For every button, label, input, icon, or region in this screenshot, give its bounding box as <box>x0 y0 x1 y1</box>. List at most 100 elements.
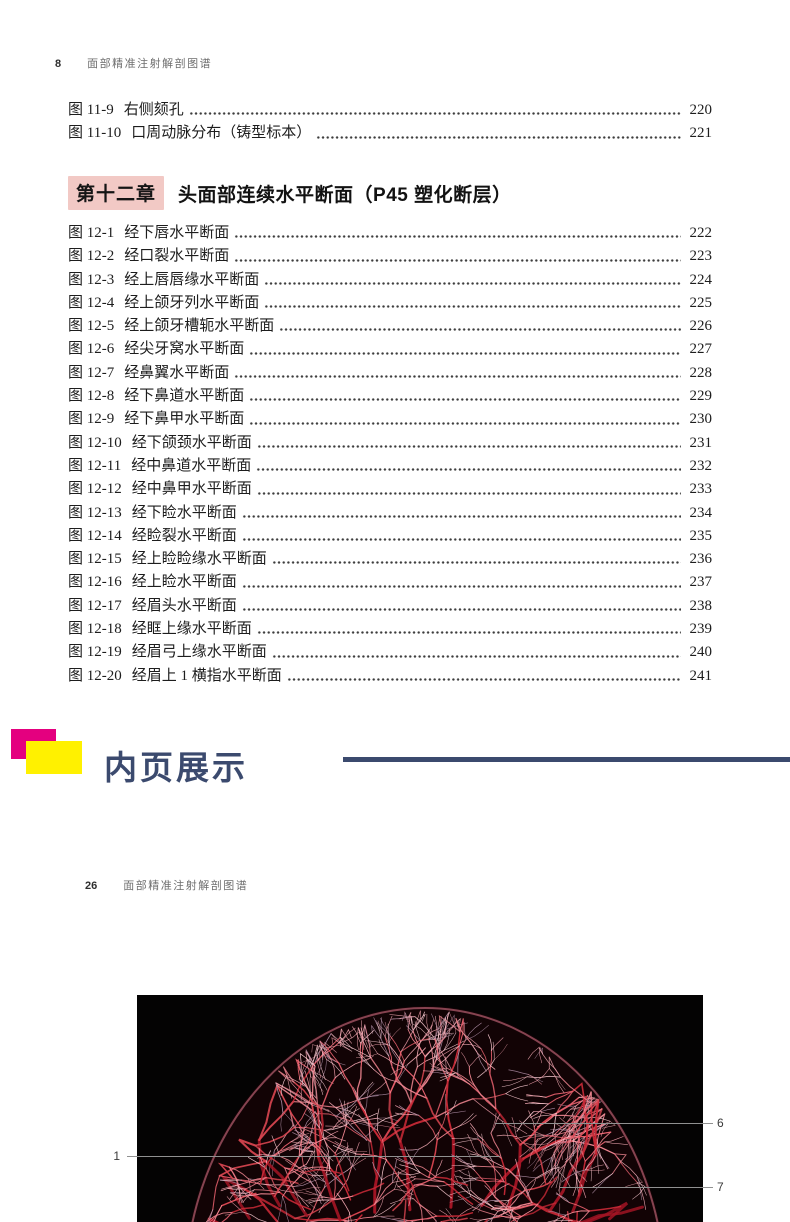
toc-entry: 图 12-10 经下颌颈水平断面 231 <box>68 431 712 454</box>
toc-entry: 图 12-20 经眉上 1 横指水平断面 241 <box>68 664 712 687</box>
toc-entry-title: 经下颌颈水平断面 <box>131 434 252 451</box>
toc-entry: 图 12-14 经睑裂水平断面 235 <box>68 524 712 547</box>
toc-entry: 图 12-4 经上颌牙列水平断面 225 <box>68 291 712 314</box>
toc-entry-figure-label: 图 12-16 <box>68 574 122 591</box>
toc-dot-leader <box>264 304 681 310</box>
toc-entry-title: 经眉弓上缘水平断面 <box>131 644 267 661</box>
toc-dot-leader <box>264 280 681 286</box>
toc-entry: 图 12-1 经下唇水平断面 222 <box>68 221 712 244</box>
toc-dot-leader <box>234 374 681 380</box>
toc-entry-figure-label: 图 12-3 <box>68 271 115 288</box>
toc-entry-title: 经眉上 1 横指水平断面 <box>131 667 282 684</box>
toc-entry-figure-label: 图 12-18 <box>68 621 122 638</box>
toc-entry-figure-label: 图 12-1 <box>68 225 115 241</box>
toc-entry: 图 12-6 经尖牙窝水平断面 227 <box>68 337 712 360</box>
toc-entry-figure-label: 图 12-12 <box>68 481 122 498</box>
toc-entry-figure-label: 图 12-8 <box>68 388 115 405</box>
toc-entry-title: 经中鼻甲水平断面 <box>131 481 252 498</box>
toc-entry-title: 经眉头水平断面 <box>131 597 237 614</box>
toc-entry: 图 11-10 口周动脉分布（铸型标本） 221 <box>68 121 712 144</box>
toc-entry-page-number: 232 <box>689 457 713 474</box>
toc-entry-title: 经上颌牙槽轭水平断面 <box>124 318 275 335</box>
toc-entry-figure-label: 图 12-14 <box>68 527 122 544</box>
toc-entry-figure-label: 图 12-19 <box>68 644 122 661</box>
toc-entry-figure-label: 图 12-7 <box>68 364 115 381</box>
toc-entry-figure-label: 图 12-6 <box>68 341 115 358</box>
toc-entry: 图 12-7 经鼻翼水平断面 228 <box>68 361 712 384</box>
toc-entry: 图 12-5 经上颌牙槽轭水平断面 226 <box>68 314 712 337</box>
vascular-cast-figure <box>137 995 703 1222</box>
toc-entry: 图 12-17 经眉头水平断面 238 <box>68 594 712 617</box>
yellow-square-decoration <box>26 741 82 774</box>
figure-label-number-1: 1 <box>113 1149 120 1163</box>
toc-entry-title: 经上颌牙列水平断面 <box>124 294 260 311</box>
toc-entry-page-number: 231 <box>689 434 713 451</box>
divider-rule <box>343 757 790 762</box>
toc-entry-title: 经下鼻道水平断面 <box>124 388 245 405</box>
preview-page-number: 26 <box>85 880 98 892</box>
book-title: 面部精准注射解剖图谱 <box>123 880 249 892</box>
toc-entry-title: 经下鼻甲水平断面 <box>124 411 245 428</box>
toc-entry-page-number: 222 <box>689 225 713 241</box>
toc-entry-figure-label: 图 12-20 <box>68 667 122 684</box>
toc-entry-page-number: 234 <box>689 504 713 521</box>
toc-chapter11-entries: 图 11-9 右侧颏孔 220 图 11-10 口周动脉分布（铸型标本） 221 <box>68 98 712 145</box>
toc-entry-page-number: 238 <box>689 597 713 614</box>
toc-dot-leader <box>271 653 681 659</box>
toc-dot-leader <box>249 397 681 403</box>
toc-entry-title: 经睑裂水平断面 <box>131 527 237 544</box>
section-divider-title: 内页展示 <box>104 749 248 786</box>
toc-entry-page-number: 229 <box>689 388 713 405</box>
toc-dot-leader <box>241 583 681 589</box>
chapter-title: 头面部连续水平断面（P45 塑化断层） <box>178 184 512 206</box>
toc-entry-page-number: 239 <box>689 621 713 638</box>
toc-dot-leader <box>241 607 681 613</box>
toc-dot-leader <box>316 134 681 140</box>
toc-dot-leader <box>279 327 681 333</box>
toc-entry-title: 经下唇水平断面 <box>124 225 230 241</box>
toc-entry-figure-label: 图 12-13 <box>68 504 122 521</box>
figure-label-line-7 <box>560 1187 713 1188</box>
toc-entry-page-number: 228 <box>689 364 713 381</box>
figure-label-line-1 <box>127 1156 500 1157</box>
toc-dot-leader <box>188 111 681 117</box>
toc-entry-title: 经上睑水平断面 <box>131 574 237 591</box>
figure-label-line-6 <box>495 1123 713 1124</box>
toc-entry-title: 经上睑睑缘水平断面 <box>131 551 267 568</box>
toc-entry-page-number: 235 <box>689 527 713 544</box>
toc-entry-title: 经鼻翼水平断面 <box>124 364 230 381</box>
toc-entry: 图 12-3 经上唇唇缘水平断面 224 <box>68 268 712 291</box>
toc-chapter12-entries: 图 12-1 经下唇水平断面 222 图 12-2 经口裂水平断面 223 图 12-3 经上… <box>68 221 712 687</box>
toc-entry-title: 经中鼻道水平断面 <box>131 457 252 474</box>
toc-entry-figure-label: 图 12-11 <box>68 457 122 474</box>
toc-dot-leader <box>256 630 681 636</box>
toc-entry-figure-label: 图 12-15 <box>68 551 122 568</box>
toc-page-running-head: 8 面部精准注射解剖图谱 <box>55 54 212 72</box>
toc-dot-leader <box>256 467 681 473</box>
toc-entry-page-number: 233 <box>689 481 713 498</box>
toc-entry-page-number: 240 <box>689 644 713 661</box>
toc-dot-leader <box>241 513 681 519</box>
figure-label-number-6: 6 <box>717 1116 724 1130</box>
toc-entry: 图 12-2 经口裂水平断面 223 <box>68 244 712 267</box>
toc-dot-leader <box>271 560 681 566</box>
chapter-badge: 第十二章 <box>68 176 165 210</box>
toc-entry-figure-label: 图 12-5 <box>68 318 115 335</box>
toc-entry-page-number: 237 <box>689 574 713 591</box>
toc-entry: 图 12-8 经下鼻道水平断面 229 <box>68 384 712 407</box>
toc-entry-page-number: 241 <box>689 667 713 684</box>
toc-entry: 图 12-11 经中鼻道水平断面 232 <box>68 454 712 477</box>
toc-entry-page-number: 224 <box>689 271 713 288</box>
toc-entry-figure-label: 图 11-9 <box>68 102 114 118</box>
toc-entry-figure-label: 图 12-10 <box>68 434 122 451</box>
toc-entry: 图 12-15 经上睑睑缘水平断面 236 <box>68 547 712 570</box>
toc-entry-title: 经眶上缘水平断面 <box>131 621 252 638</box>
toc-entry-title: 经口裂水平断面 <box>124 248 230 265</box>
toc-entry-page-number: 230 <box>689 411 713 428</box>
toc-dot-leader <box>256 490 681 496</box>
toc-dot-leader <box>249 350 681 356</box>
toc-entry-page-number: 225 <box>689 294 713 311</box>
toc-entry-figure-label: 图 12-2 <box>68 248 115 265</box>
figure-label-number-7: 7 <box>717 1180 724 1194</box>
toc-entry: 图 12-9 经下鼻甲水平断面 230 <box>68 407 712 430</box>
